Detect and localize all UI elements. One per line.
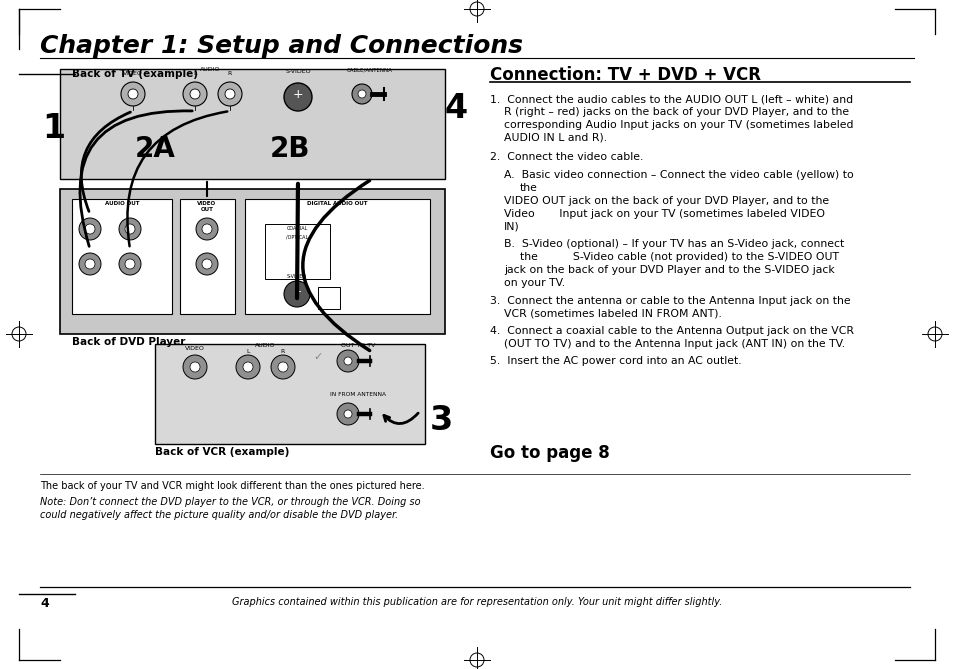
- Circle shape: [183, 355, 207, 379]
- Text: on your TV.: on your TV.: [503, 278, 564, 288]
- Circle shape: [85, 224, 95, 234]
- Text: DIGITAL AUDIO OUT: DIGITAL AUDIO OUT: [307, 201, 367, 206]
- Circle shape: [119, 218, 141, 240]
- Text: +: +: [293, 287, 301, 297]
- Text: /OPTICAL: /OPTICAL: [286, 235, 308, 240]
- Text: VIDEO: VIDEO: [123, 71, 143, 76]
- Text: ✓: ✓: [313, 352, 322, 362]
- Text: 1: 1: [42, 112, 65, 145]
- Text: S-VIDEO: S-VIDEO: [287, 274, 307, 279]
- Text: R: R: [280, 349, 285, 354]
- Text: VIDEO OUT jack on the back of your DVD Player, and to the: VIDEO OUT jack on the back of your DVD P…: [503, 196, 828, 206]
- Text: AUDIO: AUDIO: [254, 343, 275, 348]
- Text: the: the: [519, 183, 537, 193]
- Circle shape: [128, 89, 138, 99]
- Circle shape: [218, 82, 242, 106]
- Circle shape: [357, 90, 366, 98]
- Bar: [60, 69, 444, 179]
- Circle shape: [119, 253, 141, 275]
- Text: Back of TV (example): Back of TV (example): [71, 69, 198, 79]
- Bar: [265, 224, 330, 279]
- Text: 1.  Connect the audio cables to the AUDIO OUT L (left – white) and: 1. Connect the audio cables to the AUDIO…: [490, 94, 852, 104]
- Circle shape: [336, 350, 358, 372]
- Text: A.  Basic video connection – Connect the video cable (yellow) to: A. Basic video connection – Connect the …: [503, 170, 853, 180]
- Bar: [154, 344, 424, 444]
- Text: Back of VCR (example): Back of VCR (example): [154, 447, 289, 457]
- Text: AUDIO: AUDIO: [199, 67, 220, 72]
- Bar: [71, 199, 172, 314]
- Circle shape: [277, 362, 288, 372]
- Circle shape: [125, 259, 135, 269]
- Text: 4: 4: [40, 597, 49, 610]
- Bar: [245, 199, 430, 314]
- Text: The back of your TV and VCR might look different than the ones pictured here.: The back of your TV and VCR might look d…: [40, 481, 424, 491]
- Text: COAXIAL: COAXIAL: [286, 226, 308, 231]
- Circle shape: [344, 410, 352, 418]
- Text: B.  S-Video (optional) – If your TV has an S-Video jack, connect: B. S-Video (optional) – If your TV has a…: [503, 239, 843, 249]
- Text: OUT TO TV: OUT TO TV: [340, 343, 375, 348]
- Text: Video       Input jack on your TV (sometimes labeled VIDEO: Video Input jack on your TV (sometimes l…: [503, 209, 824, 219]
- Text: VIDEO
OUT: VIDEO OUT: [197, 201, 216, 212]
- Text: Note: Don’t connect the DVD player to the VCR, or through the VCR. Doing so: Note: Don’t connect the DVD player to th…: [40, 497, 420, 507]
- Circle shape: [284, 281, 310, 307]
- Circle shape: [79, 218, 101, 240]
- Circle shape: [190, 362, 200, 372]
- Text: 4.  Connect a coaxial cable to the Antenna Output jack on the VCR: 4. Connect a coaxial cable to the Antenn…: [490, 326, 853, 336]
- Text: L: L: [193, 71, 196, 76]
- Bar: [60, 189, 444, 334]
- Circle shape: [79, 253, 101, 275]
- Circle shape: [336, 403, 358, 425]
- Circle shape: [195, 253, 218, 275]
- Text: jack on the back of your DVD Player and to the S-VIDEO jack: jack on the back of your DVD Player and …: [503, 265, 834, 275]
- Text: VIDEO: VIDEO: [185, 346, 205, 351]
- Text: Go to page 8: Go to page 8: [490, 444, 609, 462]
- Text: L: L: [246, 349, 250, 354]
- Circle shape: [344, 357, 352, 365]
- Circle shape: [225, 89, 234, 99]
- Circle shape: [352, 84, 372, 104]
- Text: Back of DVD Player: Back of DVD Player: [71, 337, 185, 347]
- Text: +: +: [293, 88, 303, 102]
- Circle shape: [243, 362, 253, 372]
- Circle shape: [271, 355, 294, 379]
- Text: IN FROM ANTENNA: IN FROM ANTENNA: [330, 392, 386, 397]
- Text: IN): IN): [503, 222, 519, 232]
- Text: S-VIDEO: S-VIDEO: [285, 69, 311, 74]
- Text: 4: 4: [444, 92, 468, 126]
- Text: 5.  Insert the AC power cord into an AC outlet.: 5. Insert the AC power cord into an AC o…: [490, 356, 740, 366]
- Text: 2A: 2A: [135, 135, 175, 163]
- Circle shape: [125, 224, 135, 234]
- Text: VCR (sometimes labeled IN FROM ANT).: VCR (sometimes labeled IN FROM ANT).: [503, 309, 721, 319]
- Text: Graphics contained within this publication are for representation only. Your uni: Graphics contained within this publicati…: [232, 597, 721, 607]
- Circle shape: [190, 89, 200, 99]
- Text: could negatively affect the picture quality and/or disable the DVD player.: could negatively affect the picture qual…: [40, 510, 397, 520]
- Circle shape: [121, 82, 145, 106]
- Text: 3: 3: [430, 405, 453, 438]
- Text: 2.  Connect the video cable.: 2. Connect the video cable.: [490, 152, 642, 162]
- Text: Connection: TV + DVD + VCR: Connection: TV + DVD + VCR: [490, 66, 760, 84]
- Text: 2B: 2B: [270, 135, 310, 163]
- Text: the          S-Video cable (not provided) to the S-VIDEO OUT: the S-Video cable (not provided) to the …: [519, 252, 838, 262]
- Text: Chapter 1: Setup and Connections: Chapter 1: Setup and Connections: [40, 34, 522, 58]
- Circle shape: [202, 259, 212, 269]
- Circle shape: [235, 355, 260, 379]
- Text: R: R: [228, 71, 232, 76]
- Text: CABLE/ANTENNA: CABLE/ANTENNA: [347, 67, 393, 72]
- Bar: [317, 287, 339, 309]
- Circle shape: [284, 83, 312, 111]
- Text: AUDIO OUT: AUDIO OUT: [105, 201, 139, 206]
- Circle shape: [195, 218, 218, 240]
- Circle shape: [85, 259, 95, 269]
- Bar: [180, 199, 234, 314]
- Text: corresponding Audio Input jacks on your TV (sometimes labeled: corresponding Audio Input jacks on your …: [503, 120, 853, 130]
- Text: 3.  Connect the antenna or cable to the Antenna Input jack on the: 3. Connect the antenna or cable to the A…: [490, 296, 850, 306]
- Circle shape: [202, 224, 212, 234]
- Circle shape: [183, 82, 207, 106]
- Text: (OUT TO TV) and to the Antenna Input jack (ANT IN) on the TV.: (OUT TO TV) and to the Antenna Input jac…: [503, 339, 844, 349]
- Text: AUDIO IN L and R).: AUDIO IN L and R).: [503, 133, 606, 143]
- Text: R (right – red) jacks on the back of your DVD Player, and to the: R (right – red) jacks on the back of you…: [503, 107, 848, 117]
